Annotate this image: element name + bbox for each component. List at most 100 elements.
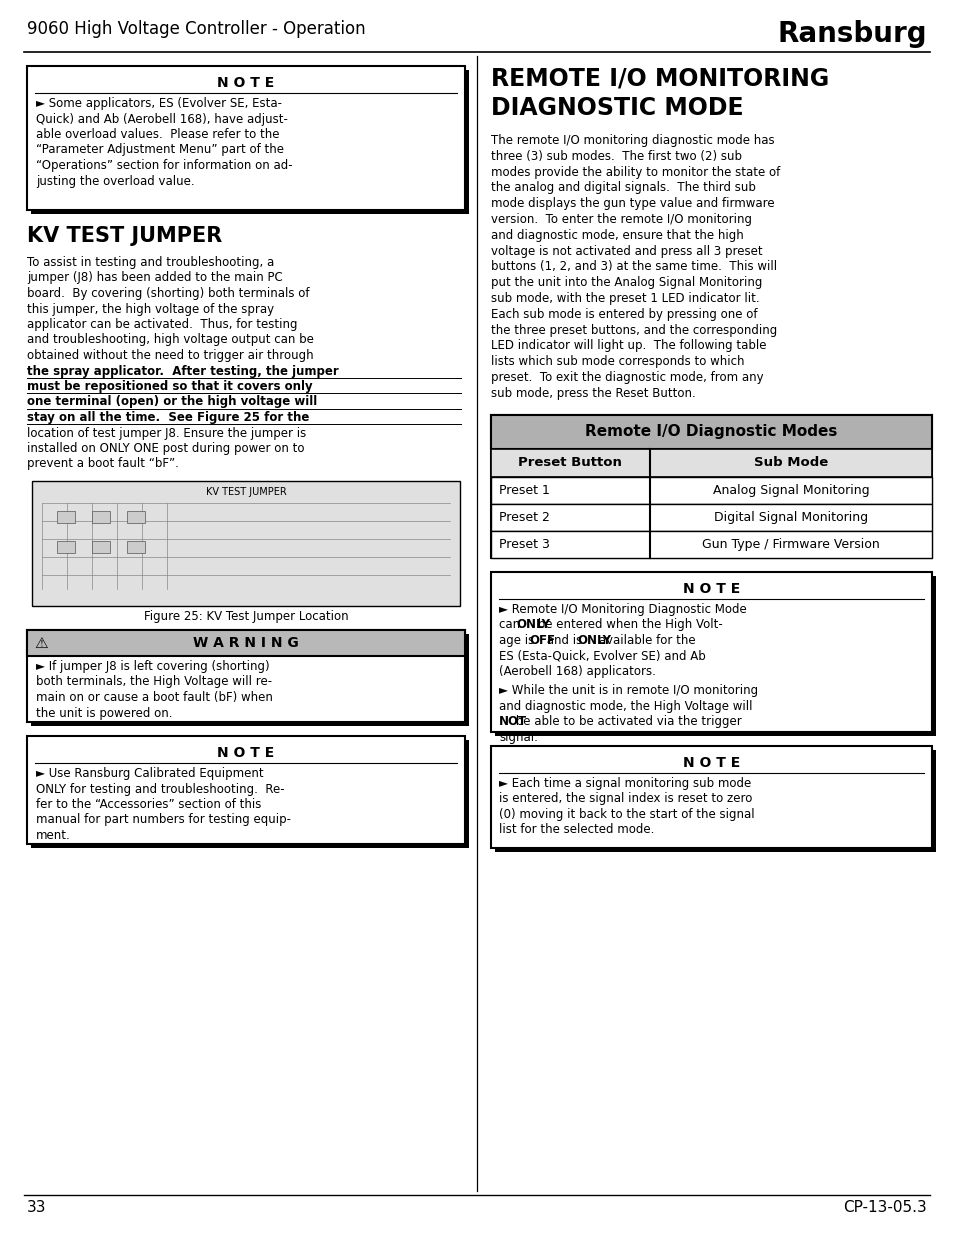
Text: ► Remote I/O Monitoring Diagnostic Mode: ► Remote I/O Monitoring Diagnostic Mode [498,603,746,615]
Text: three (3) sub modes.  The first two (2) sub: three (3) sub modes. The first two (2) s… [491,149,741,163]
Text: DIAGNOSTIC MODE: DIAGNOSTIC MODE [491,96,742,120]
Text: prevent a boot fault “bF”.: prevent a boot fault “bF”. [27,457,179,471]
Text: Quick) and Ab (Aerobell 168), have adjust-: Quick) and Ab (Aerobell 168), have adjus… [36,112,288,126]
Text: N O T E: N O T E [217,77,274,90]
Text: ONLY for testing and troubleshooting.  Re-: ONLY for testing and troubleshooting. Re… [36,783,284,795]
Text: this jumper, the high voltage of the spray: this jumper, the high voltage of the spr… [27,303,274,315]
Text: mode displays the gun type value and firmware: mode displays the gun type value and fir… [491,198,774,210]
Text: Analog Signal Monitoring: Analog Signal Monitoring [712,484,868,496]
Text: Figure 25: KV Test Jumper Location: Figure 25: KV Test Jumper Location [144,610,348,622]
Bar [491,531,931,557]
Text: (Aerobell 168) applicators.: (Aerobell 168) applicators. [498,664,656,678]
Text: Gun Type / Firmware Version: Gun Type / Firmware Version [701,537,879,551]
Bar [30,70,469,214]
Text: jumper (J8) has been added to the main PC: jumper (J8) has been added to the main P… [27,272,282,284]
Text: 33: 33 [27,1200,47,1215]
Bar [491,415,931,557]
Text: N O T E: N O T E [217,746,274,760]
Text: “Parameter Adjustment Menu” part of the: “Parameter Adjustment Menu” part of the [36,143,284,157]
Bar [491,572,931,731]
Text: voltage is not activated and press all 3 preset: voltage is not activated and press all 3… [491,245,761,258]
Text: the three preset buttons, and the corresponding: the three preset buttons, and the corres… [491,324,777,337]
Text: LED indicator will light up.  The following table: LED indicator will light up. The followi… [491,340,765,352]
Text: REMOTE I/O MONITORING: REMOTE I/O MONITORING [491,65,828,90]
Text: preset.  To exit the diagnostic mode, from any: preset. To exit the diagnostic mode, fro… [491,370,762,384]
Text: one terminal (open) or the high voltage will: one terminal (open) or the high voltage … [27,395,317,409]
Text: N O T E: N O T E [682,582,740,595]
Text: ► Use Ransburg Calibrated Equipment: ► Use Ransburg Calibrated Equipment [36,767,263,781]
Text: Preset 3: Preset 3 [498,537,549,551]
Text: available for the: available for the [595,634,695,647]
Bar [27,630,464,656]
Text: both terminals, the High Voltage will re-: both terminals, the High Voltage will re… [36,676,272,688]
Text: main on or cause a boot fault (bF) when: main on or cause a boot fault (bF) when [36,692,273,704]
Text: obtained without the need to trigger air through: obtained without the need to trigger air… [27,350,314,362]
Bar [495,750,935,852]
Text: modes provide the ability to monitor the state of: modes provide the ability to monitor the… [491,165,780,179]
Text: The remote I/O monitoring diagnostic mode has: The remote I/O monitoring diagnostic mod… [491,135,774,147]
Text: the analog and digital signals.  The third sub: the analog and digital signals. The thir… [491,182,755,194]
Bar [32,480,459,606]
Text: version.  To enter the remote I/O monitoring: version. To enter the remote I/O monitor… [491,212,751,226]
Text: list for the selected mode.: list for the selected mode. [498,823,654,836]
Text: ► Each time a signal monitoring sub mode: ► Each time a signal monitoring sub mode [498,777,750,789]
Text: sub mode, with the preset 1 LED indicator lit.: sub mode, with the preset 1 LED indicato… [491,291,759,305]
Text: can: can [498,618,523,631]
Text: Digital Signal Monitoring: Digital Signal Monitoring [713,510,867,524]
Text: is entered, the signal index is reset to zero: is entered, the signal index is reset to… [498,792,752,805]
Bar [491,448,931,477]
Text: ONLY: ONLY [578,634,611,647]
Bar [491,746,931,847]
Bar [127,511,145,522]
Text: ► Some applicators, ES (Evolver SE, Esta-: ► Some applicators, ES (Evolver SE, Esta… [36,98,282,110]
Bar [57,511,75,522]
Bar [30,740,469,848]
Text: NOT: NOT [498,715,527,729]
Text: must be repositioned so that it covers only: must be repositioned so that it covers o… [27,380,313,393]
Text: Preset Button: Preset Button [517,456,621,469]
Bar [127,541,145,553]
Text: Ransburg: Ransburg [777,20,926,48]
Text: “Operations” section for information on ad-: “Operations” section for information on … [36,159,293,172]
Bar [27,630,464,722]
Text: ONLY: ONLY [516,618,550,631]
Bar [491,477,931,504]
Text: applicator can be activated.  Thus, for testing: applicator can be activated. Thus, for t… [27,317,297,331]
Bar [491,415,931,448]
Text: W A R N I N G: W A R N I N G [193,636,298,650]
Bar [491,504,931,531]
Text: be entered when the High Volt-: be entered when the High Volt- [534,618,722,631]
Text: 9060 High Voltage Controller - Operation: 9060 High Voltage Controller - Operation [27,20,365,38]
Bar [91,511,110,522]
Bar [27,736,464,844]
Text: Preset 1: Preset 1 [498,484,549,496]
Text: KV TEST JUMPER: KV TEST JUMPER [27,226,222,246]
Text: justing the overload value.: justing the overload value. [36,174,194,188]
Text: and is: and is [542,634,585,647]
Text: ment.: ment. [36,829,71,842]
Text: the unit is powered on.: the unit is powered on. [36,706,172,720]
Text: location of test jumper J8. Ensure the jumper is: location of test jumper J8. Ensure the j… [27,426,306,440]
Text: age is: age is [498,634,537,647]
Text: the spray applicator.  After testing, the jumper: the spray applicator. After testing, the… [27,364,338,378]
Text: OFF: OFF [529,634,555,647]
Text: be able to be activated via the trigger: be able to be activated via the trigger [512,715,741,729]
Text: Remote I/O Diagnostic Modes: Remote I/O Diagnostic Modes [585,424,837,440]
Text: ► If jumper J8 is left covering (shorting): ► If jumper J8 is left covering (shortin… [36,659,270,673]
Text: ⚠: ⚠ [34,636,48,651]
Text: and diagnostic mode, the High Voltage will: and diagnostic mode, the High Voltage wi… [498,699,752,713]
Text: installed on ONLY ONE post during power on to: installed on ONLY ONE post during power … [27,442,304,454]
Text: KV TEST JUMPER: KV TEST JUMPER [206,487,286,496]
Text: Preset 2: Preset 2 [498,510,549,524]
Text: buttons (1, 2, and 3) at the same time.  This will: buttons (1, 2, and 3) at the same time. … [491,261,777,273]
Text: stay on all the time.  See Figure 25 for the: stay on all the time. See Figure 25 for … [27,411,309,424]
Text: able overload values.  Please refer to the: able overload values. Please refer to th… [36,128,279,141]
Text: Each sub mode is entered by pressing one of: Each sub mode is entered by pressing one… [491,308,757,321]
Text: and troubleshooting, high voltage output can be: and troubleshooting, high voltage output… [27,333,314,347]
Text: manual for part numbers for testing equip-: manual for part numbers for testing equi… [36,814,291,826]
Text: (0) moving it back to the start of the signal: (0) moving it back to the start of the s… [498,808,754,820]
Text: ► While the unit is in remote I/O monitoring: ► While the unit is in remote I/O monito… [498,684,758,697]
Text: Sub Mode: Sub Mode [753,456,827,469]
Bar [495,576,935,736]
Text: board.  By covering (shorting) both terminals of: board. By covering (shorting) both termi… [27,287,309,300]
